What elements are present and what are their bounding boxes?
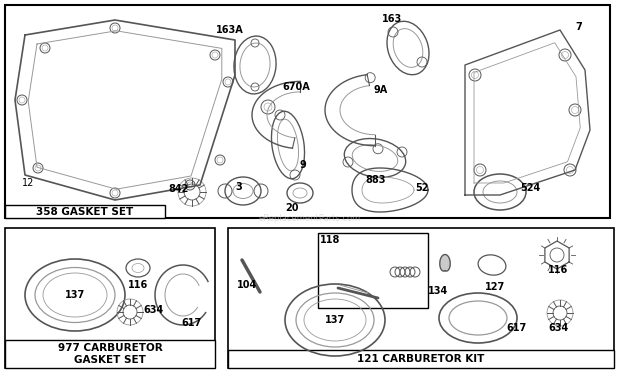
Text: 617: 617 [181,318,202,328]
Text: 9A: 9A [373,85,388,95]
Text: 163A: 163A [216,25,244,35]
Circle shape [223,77,233,87]
Bar [5,205,165,218]
Circle shape [474,164,486,176]
Circle shape [564,164,576,176]
Circle shape [185,180,195,190]
Text: 116: 116 [128,280,148,290]
Text: 121 CARBURETOR KIT: 121 CARBURETOR KIT [357,354,485,364]
Bar [228,228,614,368]
Circle shape [210,50,220,60]
Text: 52: 52 [415,183,428,193]
Text: 137: 137 [325,315,345,325]
Text: 358 GASKET SET: 358 GASKET SET [37,206,134,217]
Text: 977 CARBURETOR
GASKET SET: 977 CARBURETOR GASKET SET [58,343,162,365]
Polygon shape [440,255,450,271]
Text: eReplacementParts.com: eReplacementParts.com [259,214,361,223]
Text: 104: 104 [237,280,257,290]
Circle shape [110,188,120,198]
Bar [318,233,428,308]
Text: 7: 7 [575,22,582,32]
Circle shape [17,95,27,105]
Text: 12: 12 [22,178,34,188]
Text: 3: 3 [235,182,242,192]
Text: 634: 634 [548,323,569,333]
Text: 137: 137 [65,290,85,300]
Circle shape [110,23,120,33]
Text: 617: 617 [506,323,526,333]
Text: 134: 134 [428,286,448,296]
Circle shape [33,163,43,173]
Text: 842: 842 [168,184,188,194]
Text: 20: 20 [285,203,299,213]
Circle shape [559,49,571,61]
Text: 524: 524 [520,183,540,193]
Text: 127: 127 [485,282,505,292]
Text: 163: 163 [382,14,402,24]
Circle shape [215,155,225,165]
Circle shape [469,69,481,81]
Text: 634: 634 [143,305,163,315]
Circle shape [569,104,581,116]
Circle shape [40,43,50,53]
Text: 116: 116 [548,265,569,275]
Bar [5,340,215,368]
Bar [228,350,614,368]
Text: 9: 9 [300,160,307,170]
Text: 670A: 670A [282,82,310,92]
Bar [5,5,610,218]
Text: 883: 883 [365,175,386,185]
Bar [5,228,215,368]
Text: 118: 118 [320,235,340,245]
